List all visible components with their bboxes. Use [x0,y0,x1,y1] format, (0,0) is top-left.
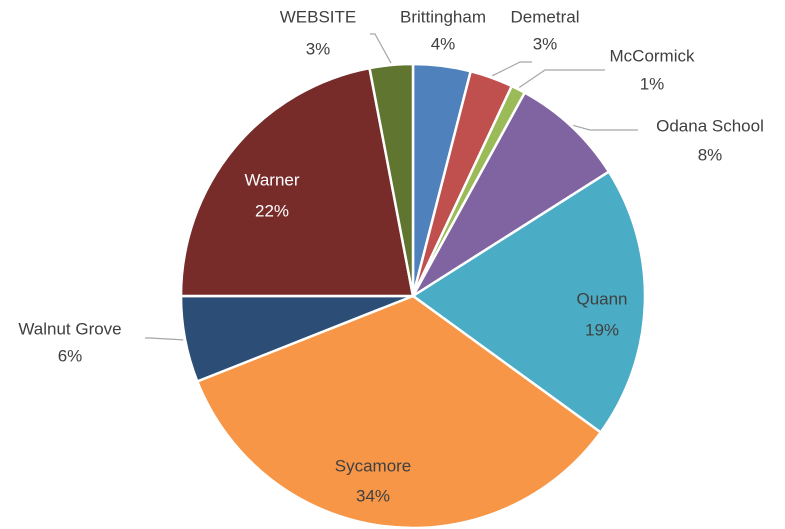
slice-label: Brittingham [400,7,486,26]
pie-slice [179,66,415,298]
slice-label: Walnut Grove [18,319,121,338]
slice-value-label: 3% [533,34,558,53]
slice-value-label: 1% [640,74,665,93]
slice-value-label: 4% [431,34,456,53]
slice-label: Warner [244,170,299,189]
slice-value-label: 6% [58,346,83,365]
slice-label: McCormick [610,46,695,65]
slice-value-label: 8% [698,145,723,164]
slice-value-label: 19% [585,320,619,339]
leader-line [573,124,638,131]
slice-value-label: 3% [306,39,331,58]
slice-value-label: 34% [356,486,390,505]
slice-value-label: 22% [255,201,289,220]
leader-line [370,33,392,64]
pie-slice [368,62,415,297]
pie-slice [195,294,603,529]
slice-label: Demetral [511,7,580,26]
pie-slice [411,90,611,298]
slice-label: WEBSITE [280,7,357,26]
slice-label: Odana School [656,116,764,135]
leader-line [145,337,184,341]
leader-line [491,61,532,77]
slice-label: Sycamore [335,456,412,475]
slice-label: Quann [576,289,627,308]
leader-line [518,69,605,89]
pie-slice [410,169,647,435]
